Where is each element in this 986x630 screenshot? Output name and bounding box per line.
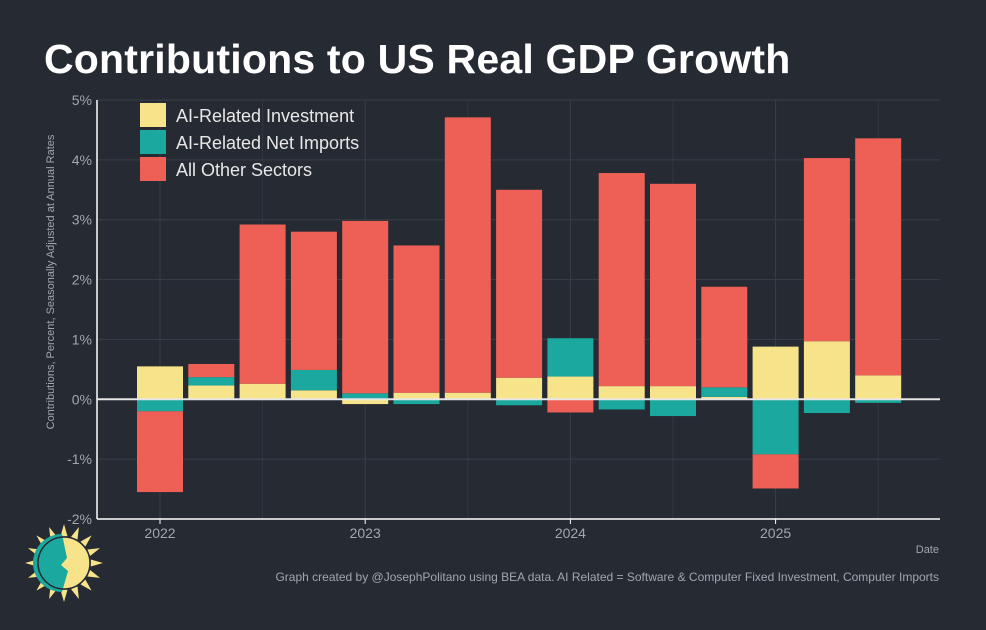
bar-segment-2-3 bbox=[290, 231, 337, 370]
bar-segment-2-4 bbox=[342, 220, 389, 394]
bar-segment-1-0 bbox=[137, 399, 183, 412]
bar-segment-1-8 bbox=[547, 338, 594, 377]
y-tick-label: 2% bbox=[72, 272, 92, 288]
x-ticks: 2022 2023 2024 2025 bbox=[144, 519, 791, 541]
bar-segment-2-10 bbox=[650, 183, 696, 387]
sun-ray bbox=[71, 586, 79, 599]
bar-segment-2-12 bbox=[752, 454, 799, 489]
bar-segment-1-5 bbox=[393, 399, 440, 405]
bar-segment-2-9 bbox=[598, 173, 645, 387]
bar-segment-0-1 bbox=[188, 385, 235, 400]
chart-title: Contributions to US Real GDP Growth bbox=[44, 36, 791, 82]
legend-swatch bbox=[140, 157, 166, 181]
bar-segment-1-14 bbox=[855, 399, 902, 403]
bar-segment-1-12 bbox=[752, 399, 799, 455]
bar-segment-1-11 bbox=[701, 387, 748, 397]
x-tick-label: 2023 bbox=[350, 525, 381, 541]
x-tick-label: 2024 bbox=[555, 525, 586, 541]
bar-segment-2-7 bbox=[496, 189, 543, 378]
bar-segment-0-9 bbox=[598, 386, 645, 400]
x-tick-label: 2022 bbox=[144, 525, 175, 541]
bar-segment-2-14 bbox=[855, 138, 902, 376]
y-ticks: -2% -1% 0% 1% 2% 3% 4% 5% bbox=[67, 92, 92, 527]
bar-segment-0-14 bbox=[855, 375, 902, 400]
bar-segment-2-0 bbox=[137, 411, 183, 493]
bar-segment-1-13 bbox=[803, 399, 850, 414]
bar-segment-0-5 bbox=[393, 392, 440, 400]
bar-segment-1-3 bbox=[290, 369, 337, 391]
bar-segment-2-11 bbox=[701, 286, 748, 388]
bar-segment-2-8 bbox=[547, 399, 594, 413]
y-axis-label: Contributions, Percent, Seasonally Adjus… bbox=[45, 134, 57, 429]
bar-segment-2-2 bbox=[239, 224, 286, 384]
x-tick-label: 2025 bbox=[760, 525, 791, 541]
bar-segment-0-6 bbox=[444, 392, 491, 400]
bar-segment-1-7 bbox=[496, 399, 543, 406]
y-tick-label: 1% bbox=[72, 331, 92, 347]
bar-segment-0-3 bbox=[290, 390, 337, 400]
bar-segment-1-4 bbox=[342, 393, 389, 400]
caption: Graph created by @JosephPolitano using B… bbox=[275, 570, 939, 584]
bar-segment-2-1 bbox=[188, 363, 235, 378]
legend-swatch bbox=[140, 103, 166, 127]
bar-segment-2-6 bbox=[444, 117, 491, 393]
bar-segment-0-7 bbox=[496, 377, 543, 400]
sun-ray bbox=[80, 579, 92, 591]
bar-segment-0-13 bbox=[803, 341, 850, 400]
sun-ray bbox=[71, 527, 79, 540]
y-tick-label: 3% bbox=[72, 212, 92, 228]
bar-segment-2-13 bbox=[803, 158, 850, 342]
legend-entry: All Other Sectors bbox=[176, 160, 312, 180]
sun-ray bbox=[80, 535, 92, 547]
sun-ray bbox=[87, 570, 100, 578]
bar-segment-0-4 bbox=[342, 399, 389, 405]
legend-entry: AI-Related Net Imports bbox=[176, 133, 359, 153]
y-tick-label: 0% bbox=[72, 391, 92, 407]
bar-segment-0-12 bbox=[752, 346, 799, 400]
bar-segment-0-11 bbox=[701, 396, 748, 400]
bar-segment-2-5 bbox=[393, 245, 440, 393]
bar-segment-0-2 bbox=[239, 383, 286, 400]
bar-segment-1-1 bbox=[188, 377, 235, 386]
bar-segment-1-9 bbox=[598, 399, 645, 410]
y-tick-label: -1% bbox=[67, 451, 92, 467]
sun-ray bbox=[60, 524, 68, 537]
x-axis-label: Date bbox=[916, 544, 939, 556]
y-tick-label: -2% bbox=[67, 511, 92, 527]
sun-ray bbox=[87, 548, 100, 556]
bar-segment-0-0 bbox=[137, 366, 183, 400]
bar-segment-1-10 bbox=[650, 399, 696, 417]
legend-entry: AI-Related Investment bbox=[176, 106, 354, 126]
legend-swatch bbox=[140, 130, 166, 154]
y-tick-label: 5% bbox=[72, 92, 92, 108]
sun-ray bbox=[60, 589, 68, 602]
y-tick-label: 4% bbox=[72, 152, 92, 168]
bars bbox=[137, 117, 902, 493]
bar-segment-0-8 bbox=[547, 376, 594, 400]
axes bbox=[96, 100, 940, 520]
sun-icon bbox=[25, 524, 103, 602]
sun-ray bbox=[90, 559, 103, 567]
legend: AI-Related Investment AI-Related Net Impo… bbox=[140, 103, 359, 181]
bar-segment-0-10 bbox=[650, 386, 696, 400]
